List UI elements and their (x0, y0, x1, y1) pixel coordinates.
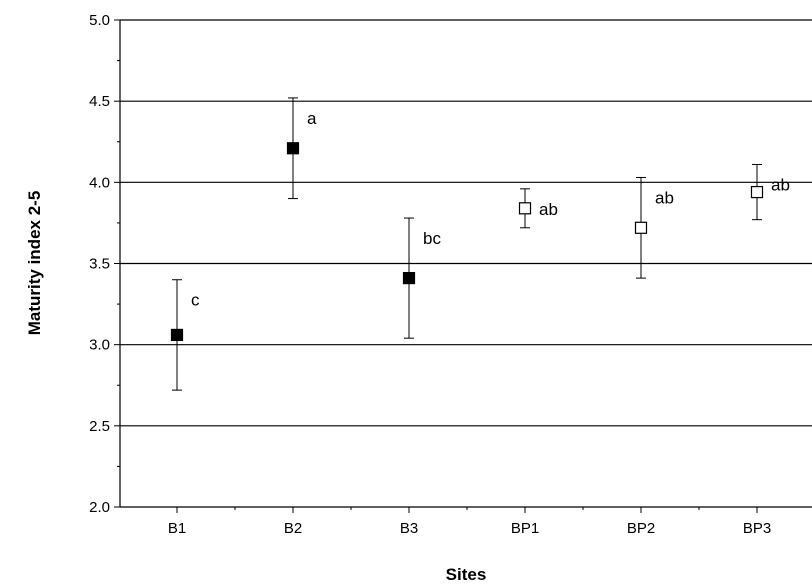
marker-BP3 (750, 185, 764, 199)
marker-B1 (170, 328, 184, 342)
labels: c a bc ab ab ab (191, 109, 790, 310)
y-axis-title: Maturity index 2-5 (25, 191, 44, 336)
sig-label-B3: bc (423, 229, 441, 248)
sig-label-B2: a (307, 109, 317, 128)
marker-BP1 (518, 202, 532, 215)
y-tick-label-2.0: 2.0 (89, 499, 110, 516)
y-tick-label-4.0: 4.0 (89, 174, 110, 191)
marker-B3 (402, 272, 416, 285)
y-tick-label-5.0: 5.0 (89, 12, 110, 29)
x-tick-label-BP1: BP1 (511, 520, 539, 537)
x-tick-label-B3: B3 (400, 520, 418, 537)
sig-label-BP2: ab (655, 188, 674, 207)
grid-lines (120, 19, 812, 427)
x-tick-label-BP2: BP2 (627, 520, 655, 537)
x-tick-label-BP3: BP3 (743, 520, 771, 537)
y-tick-label-3.5: 3.5 (89, 256, 110, 273)
data-markers (170, 142, 764, 342)
marker-B2 (286, 142, 300, 155)
sig-label-BP3: ab (771, 175, 790, 194)
sig-label-BP1: ab (539, 200, 558, 219)
axes: 2.0 2.5 3.0 3.5 4.0 4.5 5.0 B1 B2 B3 BP1 BP2 BP3 (89, 12, 812, 537)
y-tick-label-4.5: 4.5 (89, 93, 110, 110)
x-tick-label-B1: B1 (168, 520, 186, 537)
marker-BP2 (634, 221, 648, 234)
error-bars (172, 97, 762, 391)
y-tick-label-2.5: 2.5 (89, 418, 110, 435)
y-tick-label-3.0: 3.0 (89, 337, 110, 354)
x-axis-title: Sites (446, 565, 487, 584)
sig-label-B1: c (191, 291, 200, 310)
x-tick-label-B2: B2 (284, 520, 302, 537)
